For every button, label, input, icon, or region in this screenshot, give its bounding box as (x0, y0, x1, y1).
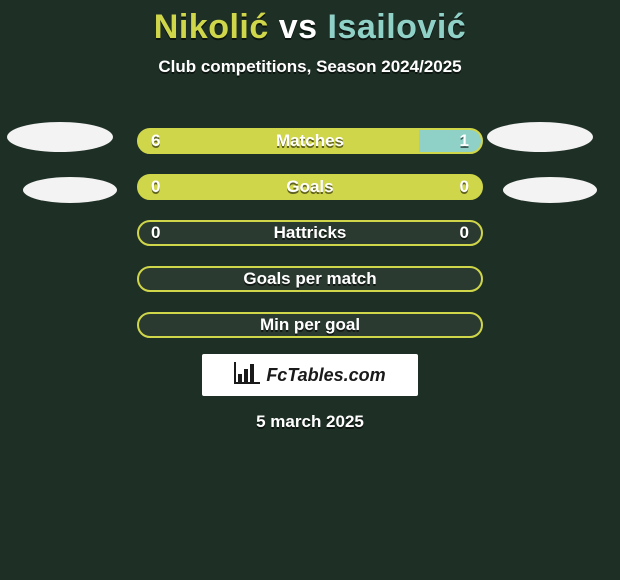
stat-bar-track: Min per goal (137, 312, 483, 338)
stat-label: Hattricks (139, 222, 481, 244)
comparison-infographic: Nikolić vs Isailović Club competitions, … (0, 0, 620, 580)
stat-bar-track: Matches6 1 (137, 128, 483, 154)
stat-bar-track: Goals per match (137, 266, 483, 292)
date-text: 5 march 2025 (0, 412, 620, 432)
stat-bar-track: Goals0 0 (137, 174, 483, 200)
stat-row: Goals0 0 (0, 164, 620, 210)
stat-row: Hattricks0 0 (0, 210, 620, 256)
stat-row: Min per goal (0, 302, 620, 348)
logo-text: FcTables.com (266, 365, 385, 386)
title-vs: vs (269, 8, 328, 46)
page-title: Nikolić vs Isailović (0, 0, 620, 47)
stat-value-right: 1 (448, 130, 481, 152)
stat-bar-track: Hattricks0 0 (137, 220, 483, 246)
stat-row: Matches6 1 (0, 118, 620, 164)
stat-value-right: 0 (448, 222, 481, 244)
stat-row: Goals per match (0, 256, 620, 302)
stat-label: Min per goal (139, 314, 481, 336)
stat-value-left: 0 (139, 222, 172, 244)
stat-label: Goals (139, 176, 481, 198)
stat-value-right: 0 (448, 176, 481, 198)
stat-value-left: 0 (139, 176, 172, 198)
bar-chart-icon (234, 362, 260, 389)
logo-box: FcTables.com (202, 354, 418, 396)
stat-label: Goals per match (139, 268, 481, 290)
title-player1: Nikolić (154, 8, 269, 46)
stat-label: Matches (139, 130, 481, 152)
subtitle: Club competitions, Season 2024/2025 (0, 57, 620, 77)
title-player2: Isailović (328, 8, 467, 46)
stats-rows: Matches61Goals00Hattricks00Goals per mat… (0, 118, 620, 348)
stat-value-left: 6 (139, 130, 172, 152)
